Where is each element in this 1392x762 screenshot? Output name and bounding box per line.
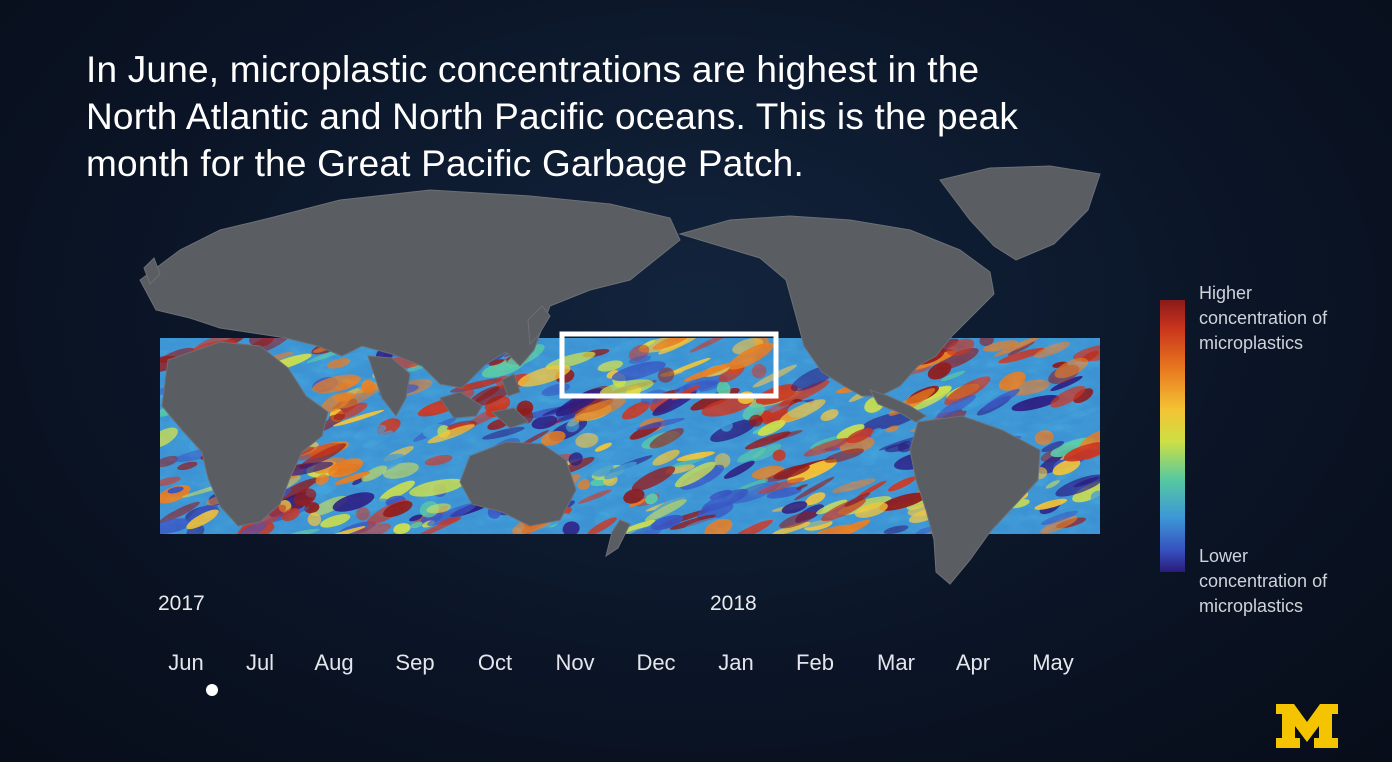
india-land [367,355,411,417]
microplastics-world-map [110,160,1120,600]
new-zealand-land [605,519,631,558]
month-aug[interactable]: Aug [314,650,354,675]
month-oct[interactable]: Oct [477,650,513,675]
se-asia-islands [439,373,529,429]
africa-land [161,341,329,527]
legend-high-line-3: microplastics [1199,333,1304,353]
headline-line-2: North Atlantic and North Pacific oceans.… [86,96,1019,137]
legend-high-line-1: Higher [1199,283,1253,303]
legend-high-line-2: concentration of [1199,308,1328,328]
australia-land [459,441,577,527]
greenland-land [939,165,1101,261]
university-michigan-logo [1276,704,1338,748]
month-nov[interactable]: Nov [555,650,595,675]
north-america-land [678,215,995,397]
central-america-land [868,389,927,423]
month-may[interactable]: May [1032,650,1074,675]
month-jan[interactable]: Jan [718,650,754,675]
legend-low-label: Lower concentration of microplastics [1199,544,1327,619]
eurasia-land [139,189,681,389]
legend-low-line-3: microplastics [1199,596,1304,616]
month-dec[interactable]: Dec [636,650,676,675]
year-label-start: 2017 [158,592,205,615]
garbage-patch-highlight-box [559,331,779,399]
map-svg [139,165,1101,585]
month-feb[interactable]: Feb [796,650,834,675]
south-america-land [909,415,1041,585]
month-jul[interactable]: Jul [245,650,275,675]
headline-line-1: In June, microplastic concentrations are… [86,49,980,90]
japan-land [527,305,551,346]
month-jun[interactable]: Jun [168,650,204,675]
timeline-current-marker[interactable] [206,684,218,696]
headline-line-3: month for the Great Pacific Garbage Patc… [86,143,804,184]
uk-land [143,257,161,285]
legend-high-label: Higher concentration of microplastics [1199,281,1327,356]
month-apr[interactable]: Apr [955,650,991,675]
month-sep[interactable]: Sep [395,650,435,675]
legend-low-line-2: concentration of [1199,571,1328,591]
month-timeline: Jun Jul Aug Sep Oct Nov Dec Jan Feb Mar Apr May [0,650,1392,680]
land-masses [139,165,1101,585]
legend-low-line-1: Lower [1199,546,1249,566]
year-label-end: 2018 [710,592,757,615]
concentration-color-scale [1160,300,1185,572]
headline: In June, microplastic concentrations are… [86,46,1206,187]
month-mar[interactable]: Mar [877,650,915,675]
